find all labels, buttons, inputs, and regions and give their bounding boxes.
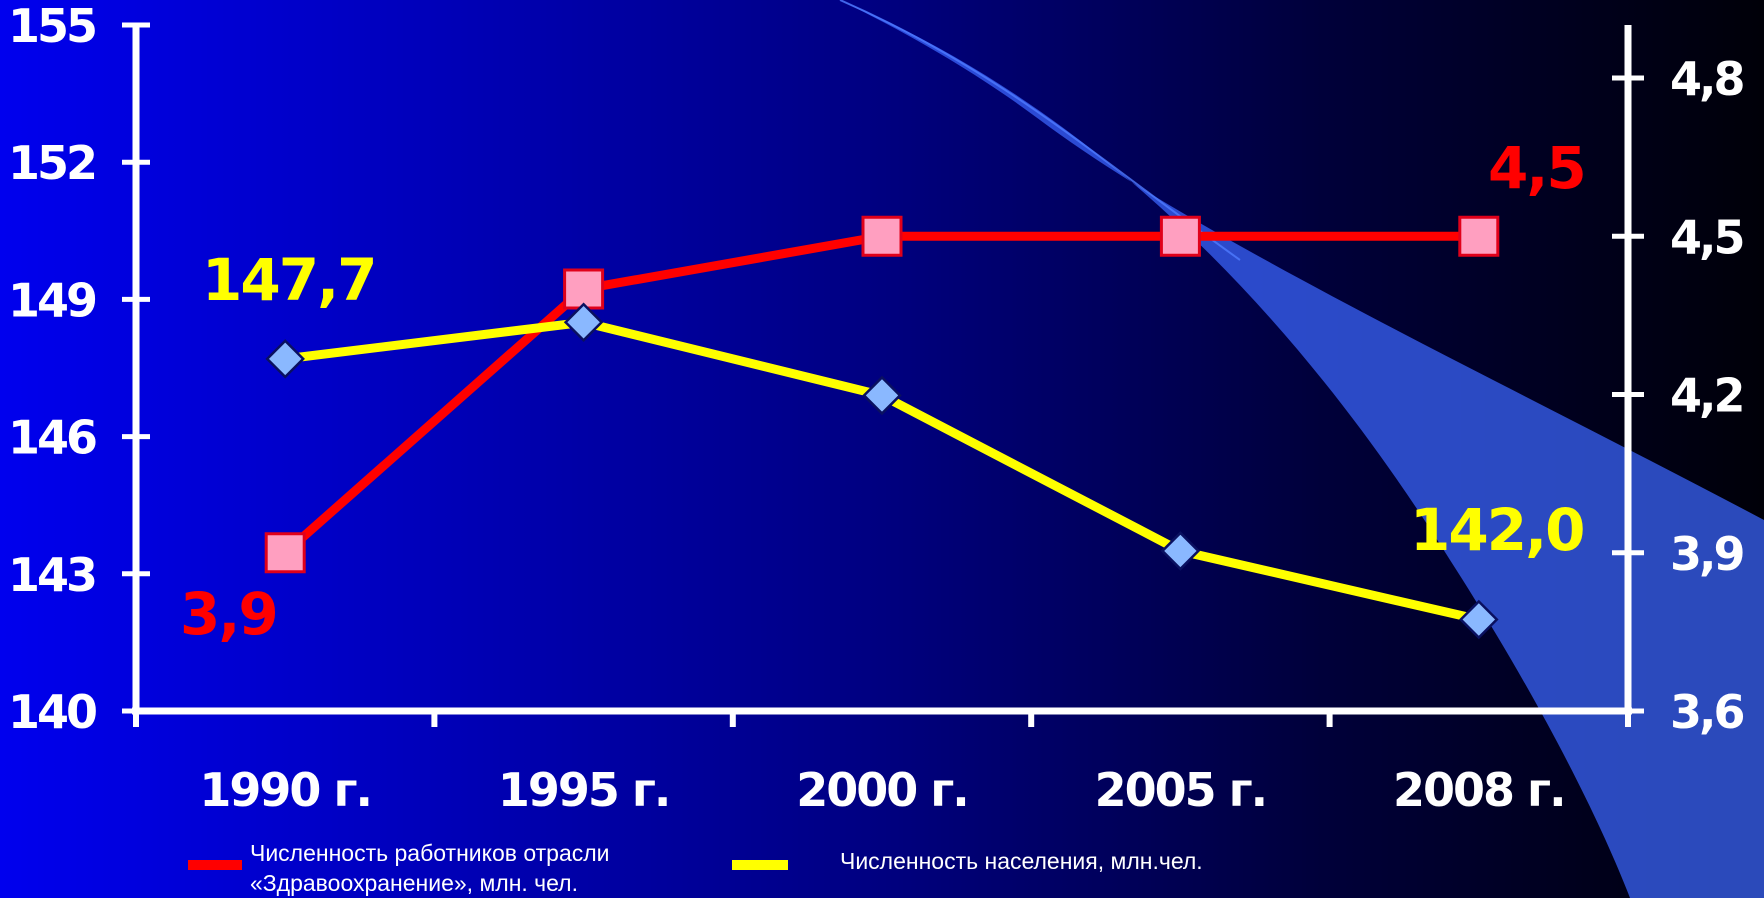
labels-layer: 3,9 4,5 147,7 142,0 <box>180 134 1587 648</box>
legend-label-workers-line1: Численность работников отрасли <box>250 840 610 866</box>
data-label-workers-1990: 3,9 <box>180 580 277 648</box>
data-label-workers-2008: 4,5 <box>1488 134 1585 202</box>
left-axis-tick-label: 155 <box>8 0 95 53</box>
decorative-light-beam <box>840 0 1764 898</box>
x-axis-category-label: 2000 г. <box>796 763 968 817</box>
x-axis-category-label: 1995 г. <box>498 763 670 817</box>
right-axis-tick-label: 4,2 <box>1670 369 1743 423</box>
left-axis-tick-label: 149 <box>8 273 96 327</box>
x-axis-category-label: 1990 г. <box>199 763 371 817</box>
legend-swatch-workers <box>188 860 242 870</box>
population-series-line <box>284 317 1480 624</box>
data-label-population-2008: 142,0 <box>1410 496 1583 564</box>
legend-swatch-population <box>732 860 788 870</box>
right-axis-tick-label: 4,8 <box>1670 52 1743 106</box>
left-axis-tick-label: 143 <box>8 548 95 602</box>
legend-label-population: Численность населения, млн.чел. <box>840 848 1203 874</box>
x-axis-category-label: 2005 г. <box>1095 763 1267 817</box>
right-axis-tick-label: 4,5 <box>1670 210 1743 264</box>
population-diamond-marker <box>1459 599 1499 640</box>
workers-square-marker <box>861 215 903 257</box>
workers-square-marker <box>264 532 306 574</box>
x-axis-category-label: 2008 г. <box>1393 763 1565 817</box>
population-diamond-marker <box>563 302 604 343</box>
legend-label-workers-line2: «Здравоохранение», млн. чел. <box>250 870 578 896</box>
population-diamond-marker <box>1160 531 1201 571</box>
axes: 140 143 146 149 152 155 3,6 3,9 4,2 4,5 4,8 1990 г.… <box>8 0 1746 817</box>
left-axis-tick-label: 140 <box>8 685 96 739</box>
workers-square-marker <box>1458 215 1500 257</box>
population-diamond-marker <box>265 339 305 379</box>
left-axis-tick-label: 146 <box>8 411 96 465</box>
workers-square-marker <box>1159 215 1201 257</box>
left-axis-tick-label: 152 <box>8 136 95 190</box>
legend-label-workers: Численность работников отрасли «Здравоох… <box>250 838 610 898</box>
right-axis-tick-label: 3,9 <box>1670 527 1743 581</box>
workers-square-marker <box>563 268 605 310</box>
data-label-population-1990: 147,7 <box>202 246 375 314</box>
population-diamond-marker <box>862 375 902 416</box>
right-axis-tick-label: 3,6 <box>1670 685 1743 739</box>
series-layer <box>264 215 1500 640</box>
